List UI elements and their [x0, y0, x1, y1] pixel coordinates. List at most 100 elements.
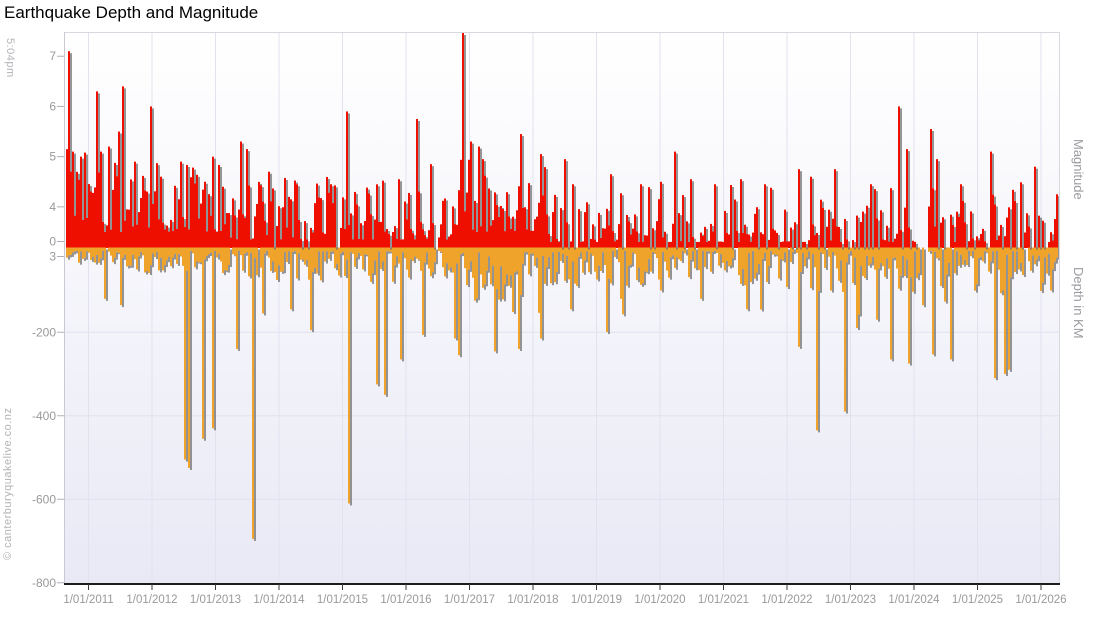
- bar-shadow: [332, 251, 334, 254]
- magnitude-bar: [162, 222, 164, 248]
- magnitude-tick-label: 4: [49, 200, 56, 214]
- magnitude-bar: [172, 230, 174, 248]
- depth-bar: [550, 247, 552, 284]
- depth-bar: [466, 247, 468, 286]
- bar-shadow: [1038, 255, 1040, 262]
- magnitude-bar: [150, 106, 152, 248]
- depth-bar: [142, 247, 144, 256]
- magnitude-bar: [736, 230, 738, 248]
- bar-shadow: [116, 252, 118, 260]
- depth-bar: [486, 247, 488, 271]
- bar-shadow: [1028, 215, 1030, 227]
- bar-shadow: [646, 272, 648, 274]
- depth-bar: [650, 247, 652, 272]
- depth-bar: [328, 247, 330, 259]
- bar-shadow: [1036, 259, 1038, 267]
- depth-bar: [424, 247, 426, 263]
- depth-bar: [582, 247, 584, 273]
- magnitude-bar: [78, 179, 80, 248]
- bar-shadow: [396, 228, 398, 239]
- bar-shadow: [148, 193, 150, 228]
- magnitude-bar: [348, 225, 350, 248]
- depth-bar: [586, 247, 588, 252]
- bar-shadow: [308, 241, 310, 250]
- bar-shadow: [758, 209, 760, 250]
- magnitude-bar: [940, 222, 942, 248]
- magnitude-bar: [668, 241, 670, 248]
- magnitude-bar: [76, 171, 78, 248]
- magnitude-bar: [644, 235, 646, 248]
- depth-bar: [288, 247, 290, 252]
- depth-bar: [190, 247, 192, 252]
- depth-bar: [444, 247, 446, 277]
- bar-shadow: [860, 265, 862, 317]
- bar-shadow: [500, 266, 502, 302]
- bar-shadow: [470, 261, 472, 272]
- depth-bar: [706, 247, 708, 252]
- depth-bar: [450, 247, 452, 268]
- bar-shadow: [652, 252, 654, 274]
- depth-bar: [204, 247, 206, 260]
- bar-shadow: [628, 216, 630, 222]
- magnitude-bar: [228, 213, 230, 248]
- depth-bar: [188, 247, 190, 468]
- bar-shadow: [840, 260, 842, 283]
- depth-bar: [232, 247, 234, 255]
- depth-bar: [596, 247, 598, 280]
- magnitude-bar: [114, 162, 116, 248]
- bar-shadow: [336, 187, 338, 250]
- magnitude-bar: [718, 241, 720, 248]
- depth-bar: [688, 247, 690, 278]
- magnitude-bar: [870, 184, 872, 248]
- bar-shadow: [366, 254, 368, 257]
- magnitude-bar: [254, 216, 256, 248]
- magnitude-bar: [826, 226, 828, 248]
- bar-shadow: [812, 178, 814, 225]
- bar-shadow: [228, 264, 230, 273]
- depth-bar: [838, 247, 840, 281]
- x-axis-label: 1/01/2021: [698, 594, 749, 606]
- depth-bar: [1028, 247, 1030, 262]
- magnitude-bar: [304, 221, 306, 248]
- depth-bar: [364, 247, 366, 255]
- magnitude-bar: [280, 239, 282, 248]
- depth-bar: [624, 247, 626, 252]
- depth-bar: [770, 247, 772, 252]
- magnitude-bar: [432, 223, 434, 248]
- bar-shadow: [872, 186, 874, 250]
- bar-shadow: [696, 249, 698, 271]
- depth-bar: [672, 247, 674, 256]
- bar-shadow: [326, 251, 328, 264]
- bar-shadow: [584, 260, 586, 275]
- magnitude-bar: [906, 149, 908, 248]
- depth-bar: [246, 247, 248, 253]
- magnitude-bar: [452, 206, 454, 248]
- magnitude-bar: [876, 218, 878, 248]
- depth-bar: [384, 247, 386, 395]
- depth-bar: [802, 247, 804, 253]
- bar-shadow: [712, 251, 714, 274]
- magnitude-bar: [346, 111, 348, 248]
- bar-shadow: [176, 187, 178, 229]
- bar-shadow: [974, 240, 976, 250]
- depth-bar: [362, 247, 364, 270]
- bar-shadow: [402, 252, 404, 362]
- depth-bar: [944, 247, 946, 302]
- magnitude-bar: [522, 207, 524, 248]
- bar-shadow: [654, 253, 656, 255]
- bar-shadow: [578, 256, 580, 288]
- magnitude-bar: [138, 212, 140, 248]
- depth-bar: [998, 247, 1000, 270]
- bar-shadow: [198, 176, 200, 219]
- bar-shadow: [574, 186, 576, 250]
- depth-bar: [404, 247, 406, 259]
- depth-bar: [138, 247, 140, 257]
- bar-shadow: [616, 249, 618, 259]
- depth-bar: [530, 247, 532, 254]
- magnitude-bar: [216, 231, 218, 248]
- depth-bar: [856, 247, 858, 329]
- magnitude-bar: [116, 176, 118, 248]
- magnitude-bar: [648, 187, 650, 248]
- depth-bar: [636, 247, 638, 281]
